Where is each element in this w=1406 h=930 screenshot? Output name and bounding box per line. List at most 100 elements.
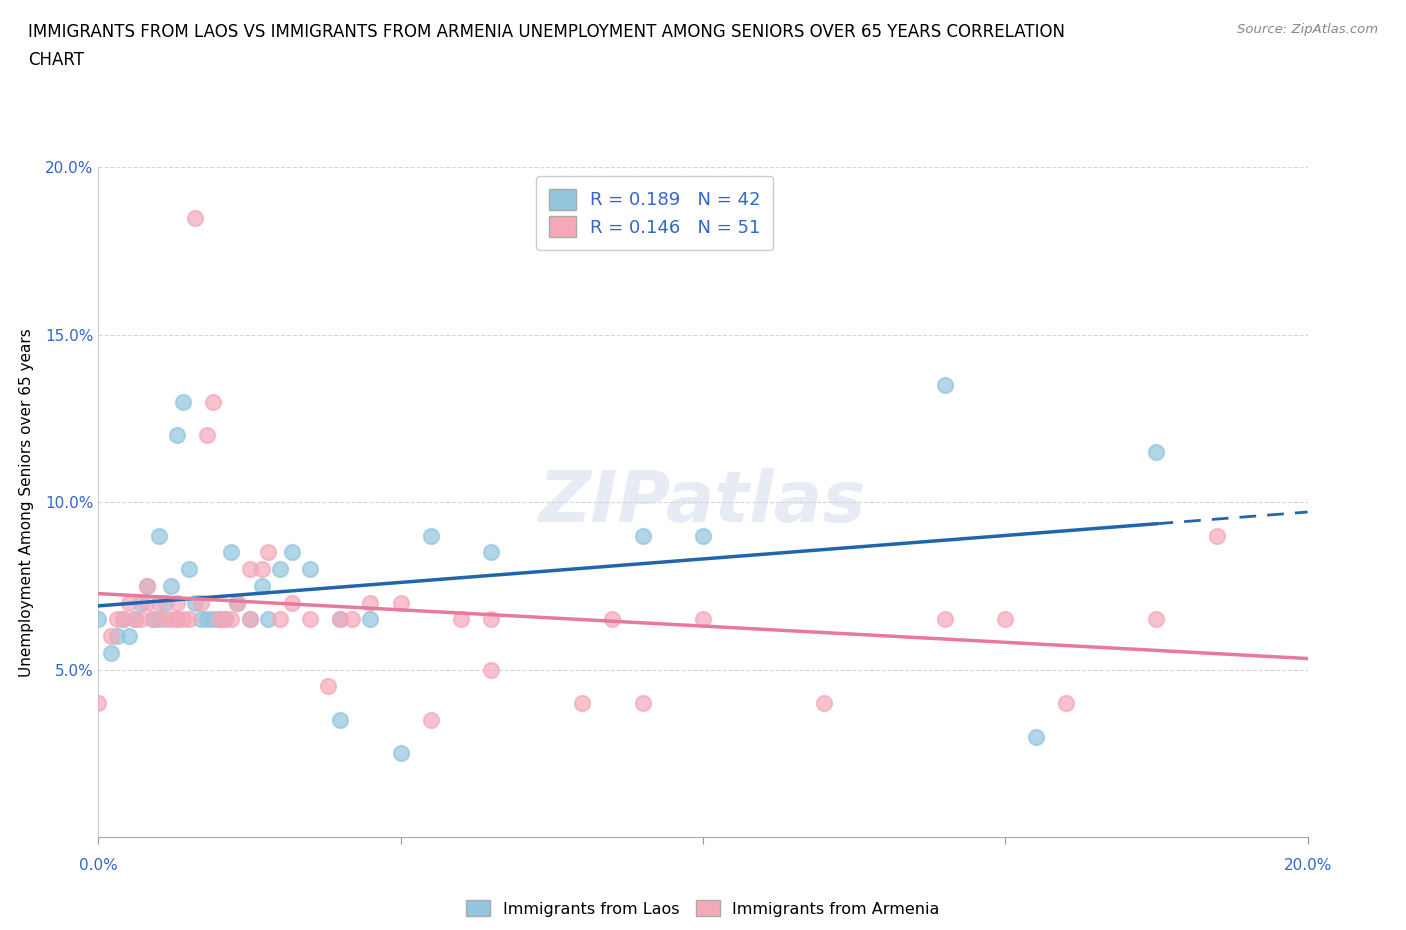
Point (166, 595, 188, 610)
Point (153, 595, 176, 610)
Text: CHART: CHART (28, 51, 84, 69)
Point (172, 394, 194, 409)
Point (195, 428, 218, 443)
Legend: Immigrants from Laos, Immigrants from Armenia: Immigrants from Laos, Immigrants from Ar… (457, 890, 949, 926)
Point (135, 578, 157, 593)
Point (135, 578, 157, 593)
Point (450, 612, 472, 627)
Point (329, 612, 352, 627)
Point (281, 545, 304, 560)
Point (190, 612, 212, 627)
Point (105, 629, 128, 644)
Point (166, 612, 188, 627)
Point (153, 612, 176, 627)
Point (250, 578, 273, 593)
Text: ZIPatlas: ZIPatlas (540, 468, 866, 537)
Point (281, 595, 304, 610)
Point (100, 629, 122, 644)
Point (316, 679, 339, 694)
Point (135, 595, 157, 610)
Point (299, 612, 322, 627)
Point (692, 612, 714, 627)
Point (195, 612, 218, 627)
Point (1144, 612, 1167, 627)
Point (631, 528, 654, 543)
Point (184, 210, 207, 225)
Point (160, 578, 183, 593)
Point (214, 612, 236, 627)
Point (250, 562, 273, 577)
Point (360, 595, 382, 610)
Point (994, 612, 1017, 627)
Point (226, 595, 249, 610)
Point (124, 612, 146, 627)
Point (269, 612, 291, 627)
Point (692, 528, 714, 543)
Text: 20.0%: 20.0% (1284, 857, 1331, 872)
Point (239, 612, 262, 627)
Point (239, 562, 262, 577)
Point (214, 612, 236, 627)
Point (166, 428, 188, 443)
Point (602, 612, 624, 627)
Point (813, 696, 835, 711)
Point (177, 562, 201, 577)
Point (111, 612, 134, 627)
Point (124, 612, 146, 627)
Y-axis label: Unemployment Among Seniors over 65 years: Unemployment Among Seniors over 65 years (20, 328, 34, 677)
Point (256, 545, 278, 560)
Point (481, 545, 503, 560)
Point (87, 612, 110, 627)
Point (100, 645, 122, 660)
Point (631, 696, 654, 711)
Point (934, 378, 956, 392)
Point (172, 612, 194, 627)
Point (208, 612, 231, 627)
Point (329, 712, 352, 727)
Point (1144, 445, 1167, 459)
Point (481, 662, 503, 677)
Point (118, 595, 141, 610)
Point (342, 612, 364, 627)
Point (202, 612, 225, 627)
Point (389, 746, 412, 761)
Point (389, 595, 412, 610)
Point (269, 562, 291, 577)
Point (142, 612, 165, 627)
Point (208, 612, 231, 627)
Point (1206, 528, 1229, 543)
Point (360, 612, 382, 627)
Point (87, 696, 110, 711)
Point (118, 629, 141, 644)
Point (184, 595, 207, 610)
Point (142, 612, 165, 627)
Point (166, 612, 188, 627)
Point (129, 595, 152, 610)
Point (419, 712, 441, 727)
Point (299, 562, 322, 577)
Point (160, 612, 183, 627)
Point (177, 612, 201, 627)
Point (481, 612, 503, 627)
Point (148, 528, 170, 543)
Point (202, 394, 225, 409)
Point (221, 612, 243, 627)
Text: 0.0%: 0.0% (79, 857, 118, 872)
Point (129, 612, 152, 627)
Text: IMMIGRANTS FROM LAOS VS IMMIGRANTS FROM ARMENIA UNEMPLOYMENT AMONG SENIORS OVER : IMMIGRANTS FROM LAOS VS IMMIGRANTS FROM … (28, 23, 1066, 41)
Point (571, 696, 593, 711)
Point (934, 612, 956, 627)
Text: Source: ZipAtlas.com: Source: ZipAtlas.com (1237, 23, 1378, 36)
Point (190, 595, 212, 610)
Point (1054, 696, 1077, 711)
Point (1024, 729, 1046, 744)
Point (148, 612, 170, 627)
Point (419, 528, 441, 543)
Point (239, 612, 262, 627)
Point (148, 595, 170, 610)
Point (329, 612, 352, 627)
Point (226, 595, 249, 610)
Point (221, 545, 243, 560)
Point (256, 612, 278, 627)
Point (105, 612, 128, 627)
